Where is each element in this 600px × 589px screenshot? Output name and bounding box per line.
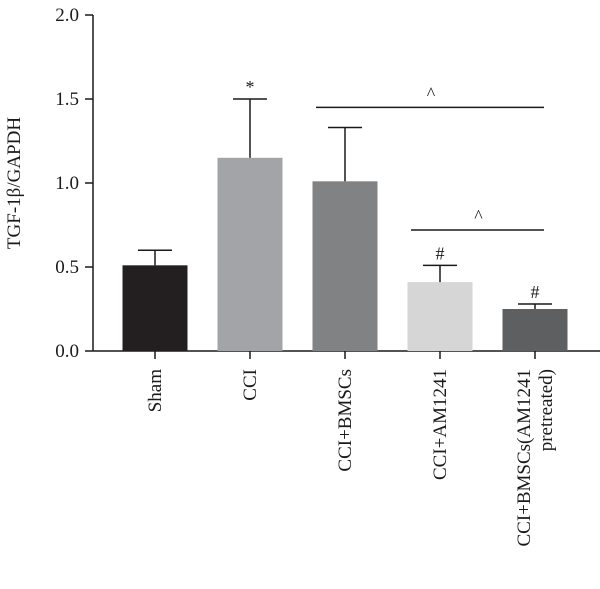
- chart-axes: 0.0 0.5 1.0 1.5 2.0 TGF-1β/GAPDH: [4, 5, 600, 362]
- chart-error-bars: [138, 98, 552, 309]
- chart-markers: * # #: [246, 77, 540, 302]
- significance-marker-3: #: [436, 243, 445, 263]
- x-category-label: CCI+BMSCs(AM1241: [514, 369, 535, 547]
- y-axis-title: TGF-1β/GAPDH: [4, 117, 25, 249]
- y-tick-label: 1.0: [55, 173, 79, 194]
- significance-marker-1: *: [246, 77, 255, 97]
- y-tick-label: 1.5: [55, 89, 79, 110]
- x-category-label: CCI+BMSCs: [335, 369, 356, 472]
- significance-symbol-0: ^: [427, 83, 436, 103]
- bar-4: [502, 309, 568, 351]
- bar-2: [312, 181, 378, 351]
- significance-symbol-1: ^: [474, 206, 483, 226]
- x-category-label: CCI: [240, 369, 261, 401]
- y-tick-label: 0.0: [55, 341, 79, 362]
- bar-3: [407, 282, 473, 351]
- x-category-label: pretreated): [536, 369, 557, 451]
- x-category-label: Sham: [145, 369, 166, 413]
- x-category-label: CCI+AM1241: [430, 369, 451, 480]
- chart-labels: Sham CCI CCI+BMSCs CCI+AM1241 CCI+BMSCs(AM12…: [145, 369, 557, 547]
- chart-significance: ^^: [316, 83, 544, 231]
- chart-bars: [122, 157, 568, 351]
- significance-marker-4: #: [531, 282, 540, 302]
- y-tick-label: 0.5: [55, 257, 79, 278]
- bar-1: [217, 157, 283, 351]
- bar-0: [122, 265, 188, 351]
- y-tick-label: 2.0: [55, 5, 79, 26]
